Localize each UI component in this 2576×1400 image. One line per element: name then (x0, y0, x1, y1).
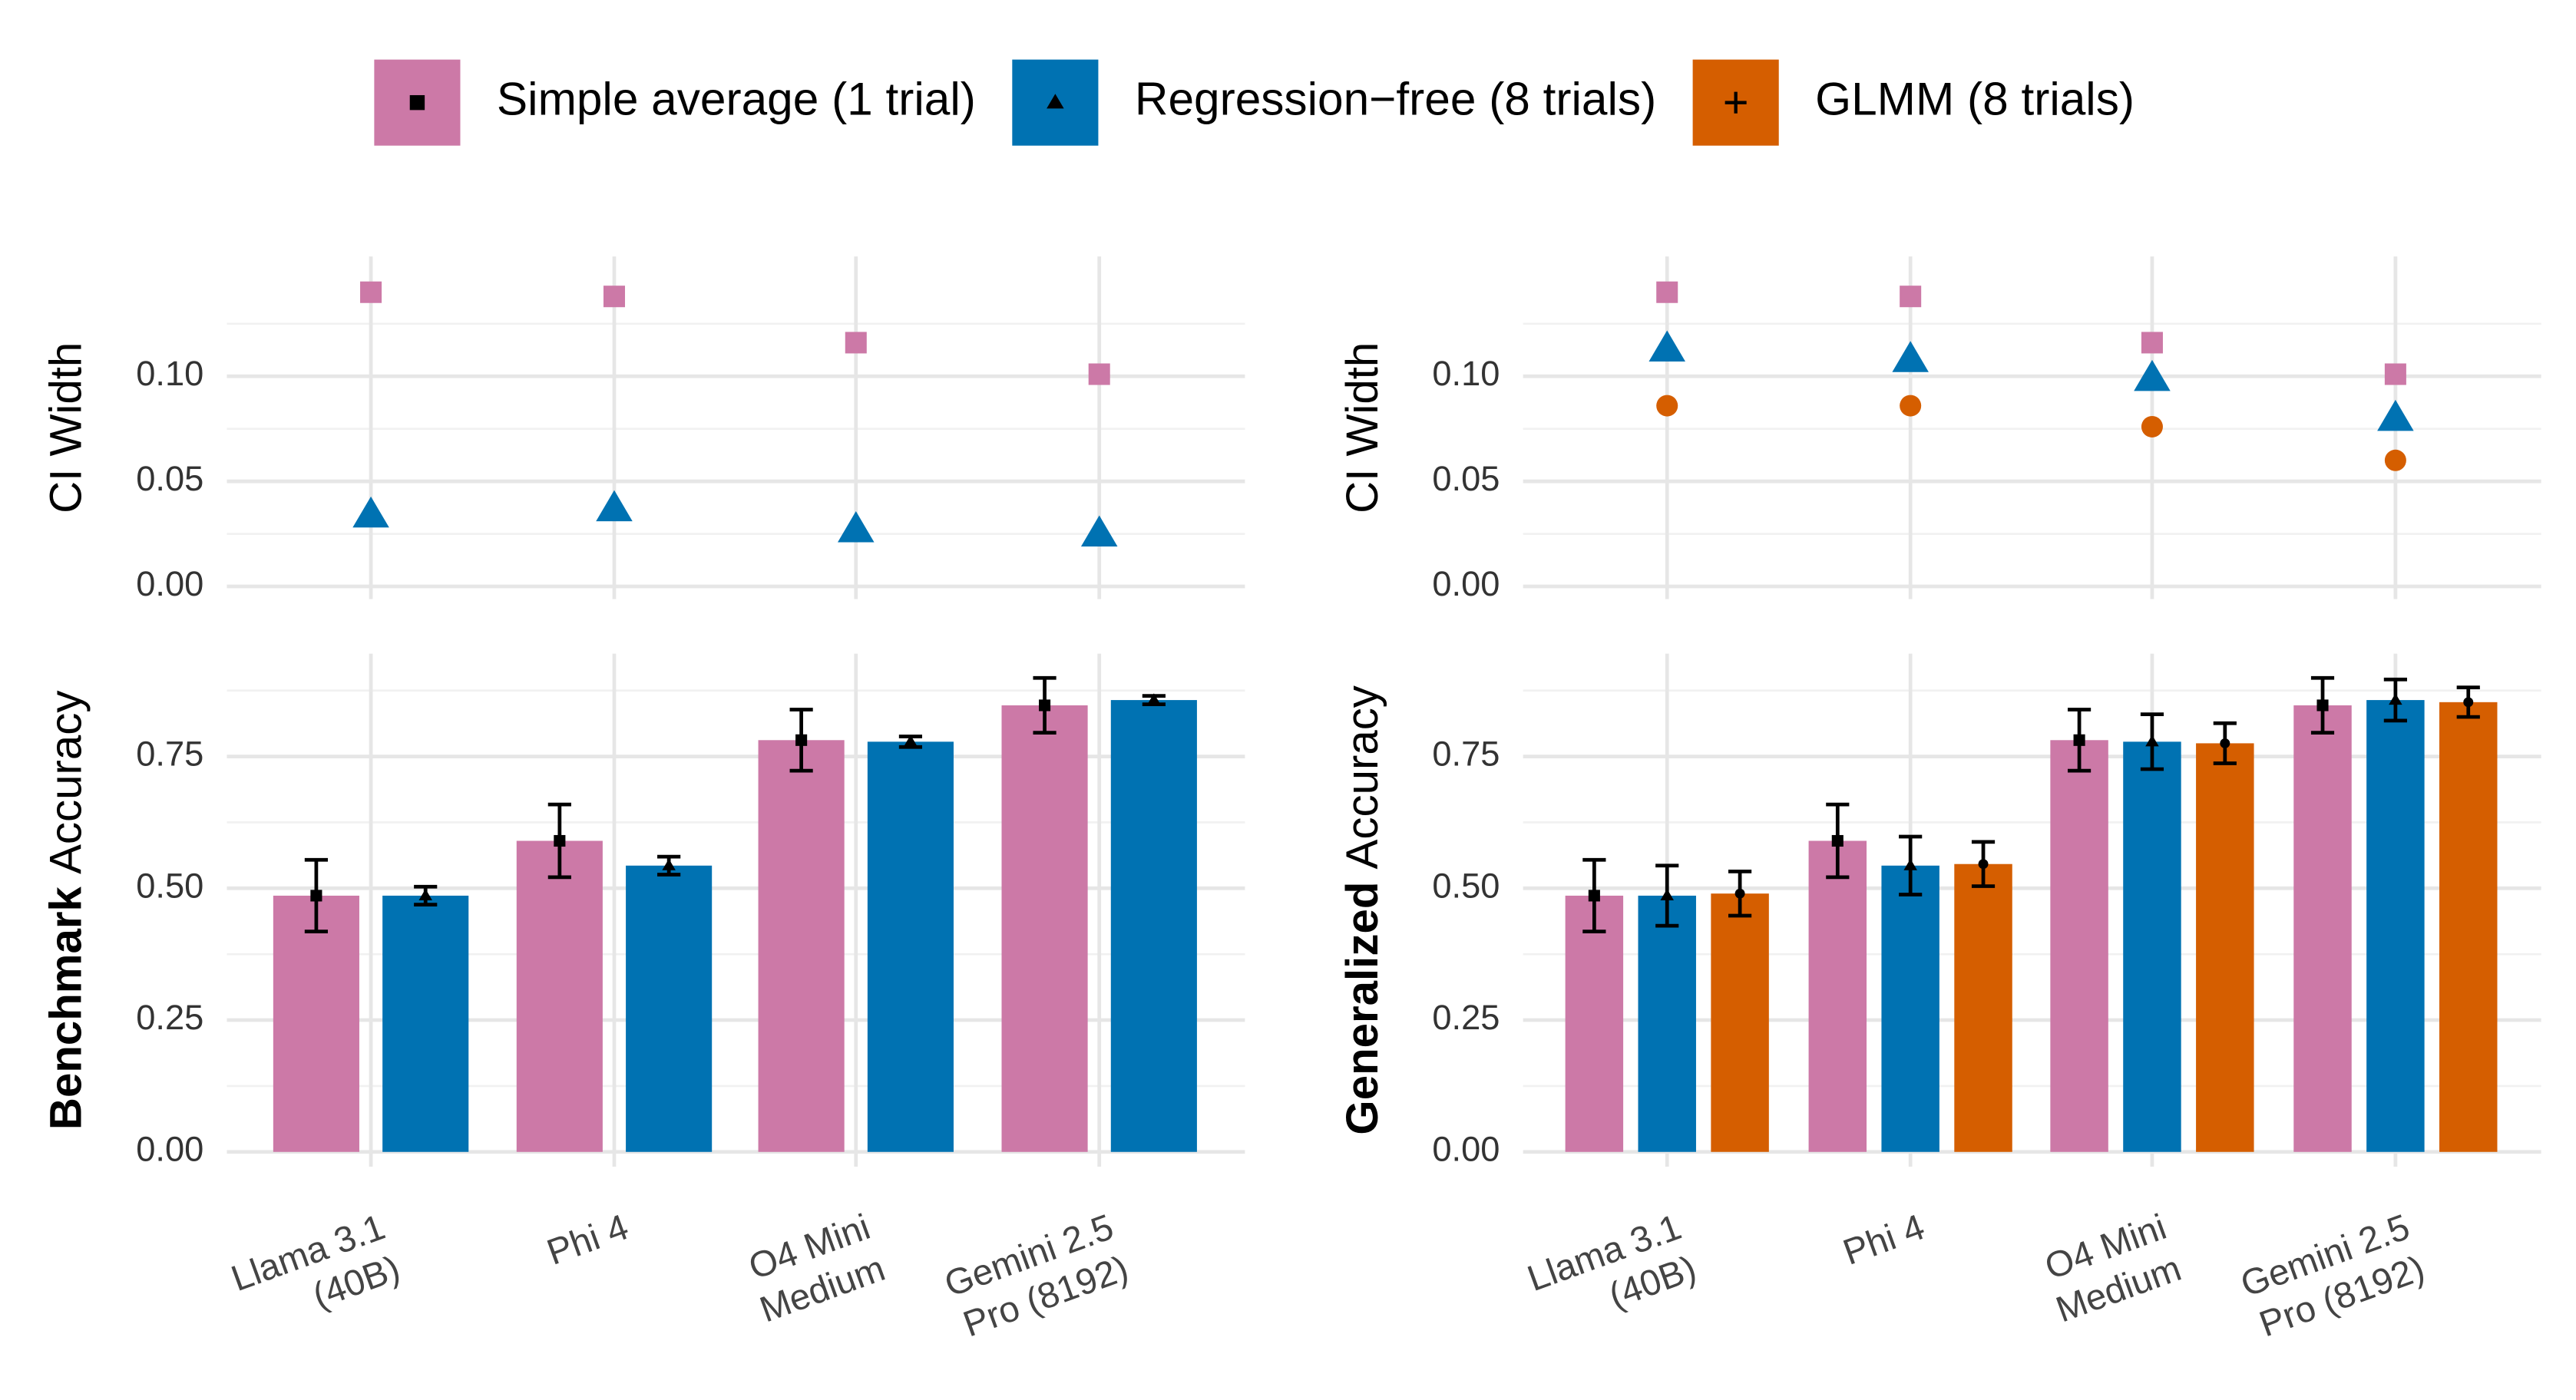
marker-triangle (1080, 515, 1118, 546)
y-title-part: Benchmark (41, 886, 91, 1130)
bar (626, 865, 713, 1152)
marker-triangle (418, 889, 432, 900)
marker-triangle (2389, 693, 2402, 705)
marker-circle (1734, 888, 1745, 899)
y-tick-label: 0.05 (1432, 459, 1500, 498)
marker-triangle (662, 858, 676, 870)
marker-square (2384, 363, 2406, 385)
legend-label: Simple average (1 trial) (497, 73, 976, 125)
marker-square (1900, 286, 1922, 308)
bar (2050, 740, 2108, 1152)
marker-circle (1978, 859, 1989, 870)
bar (2196, 743, 2254, 1152)
y-axis-title: Generalized Accuracy (1338, 685, 1387, 1134)
y-tick-label: 0.00 (136, 564, 203, 603)
marker-plus (1724, 91, 1747, 114)
marker-triangle (1660, 889, 1674, 900)
marker-square (1831, 834, 1844, 847)
legend-label: Regression−free (8 trials) (1135, 73, 1656, 125)
bar (2293, 705, 2352, 1152)
marker-triangle (2377, 399, 2414, 431)
marker-triangle (1147, 693, 1161, 705)
bar (1808, 840, 1867, 1152)
marker-square (2073, 734, 2085, 746)
marker-circle (2220, 738, 2230, 748)
marker-triangle (1892, 341, 1929, 372)
bar (1565, 895, 1624, 1152)
y-tick-label: 0.25 (1432, 998, 1500, 1037)
y-tick-label: 0.00 (1432, 564, 1500, 603)
y-axis-title: Benchmark Accuracy (41, 691, 91, 1131)
marker-triangle (838, 510, 875, 543)
marker-square (2316, 699, 2329, 712)
marker-square (1088, 363, 1110, 385)
y-tick-label: 0.10 (1432, 354, 1500, 393)
marker-triangle (352, 496, 389, 528)
bar (1954, 863, 2012, 1152)
marker-square (603, 286, 626, 308)
marker-circle (2463, 697, 2474, 708)
bar (1711, 893, 1769, 1152)
bar (2439, 702, 2498, 1152)
bar (867, 741, 954, 1152)
panel: 0.00 0.05 0.10 CI Width (1338, 256, 2541, 603)
bar (1110, 700, 1197, 1152)
marker-circle (1900, 395, 1922, 417)
marker-triangle (1047, 94, 1064, 109)
legend-label: GLMM (8 trials) (1815, 73, 2135, 125)
x-tick-label: Phi 4 (1838, 1207, 1930, 1273)
bar (273, 895, 359, 1152)
y-tick-label: 0.75 (136, 735, 203, 774)
marker-triangle (904, 735, 918, 747)
marker-square (795, 734, 808, 746)
marker-circle (2384, 449, 2406, 471)
marker-square (310, 890, 322, 902)
marker-square (1039, 699, 1051, 712)
y-title-part: Generalized (1338, 882, 1387, 1135)
panel: 0.00 0.05 0.10 CI Width (41, 256, 1245, 603)
y-title-text: CI Width (1338, 342, 1387, 513)
marker-square (409, 94, 425, 111)
y-axis-title: CI Width (41, 342, 91, 513)
marker-circle (1656, 395, 1678, 417)
marker-triangle (1648, 330, 1685, 362)
bar (1638, 895, 1696, 1152)
marker-square (554, 834, 566, 847)
marker-circle (2141, 415, 2163, 438)
y-axis-title: CI Width (1338, 342, 1387, 513)
bar (2366, 700, 2425, 1152)
bar (1881, 865, 1939, 1152)
y-title-text: CI Width (41, 342, 91, 513)
marker-triangle (596, 490, 633, 522)
marker-square (845, 332, 867, 354)
marker-triangle (1903, 858, 1917, 870)
y-tick-label: 0.05 (136, 459, 203, 498)
y-title-part: Accuracy (1338, 685, 1387, 869)
bar (382, 895, 469, 1152)
y-title-part: Accuracy (41, 691, 91, 874)
marker-triangle (2134, 359, 2171, 391)
y-tick-label: 0.75 (1432, 735, 1500, 774)
marker-square (360, 281, 382, 303)
y-tick-label: 0.50 (1432, 866, 1500, 905)
x-tick-label: Phi 4 (542, 1207, 634, 1273)
y-tick-label: 0.00 (1432, 1130, 1500, 1169)
bar (2123, 741, 2181, 1152)
marker-triangle (2145, 735, 2159, 747)
marker-square (2141, 332, 2163, 354)
y-tick-label: 0.25 (136, 998, 203, 1037)
y-tick-label: 0.00 (136, 1130, 203, 1169)
bar (758, 740, 845, 1152)
marker-square (1656, 281, 1678, 303)
bar (516, 840, 603, 1152)
y-tick-label: 0.10 (136, 354, 203, 393)
bar (1001, 705, 1088, 1152)
marker-square (1588, 890, 1600, 902)
y-tick-label: 0.50 (136, 866, 203, 905)
